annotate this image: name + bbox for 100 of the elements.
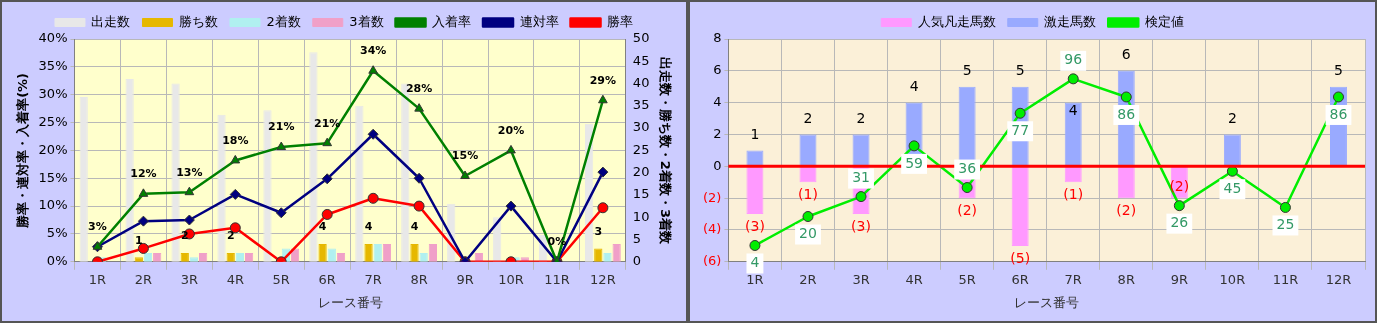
data-label: 6 xyxy=(1121,46,1131,63)
y-tick-label: 2 xyxy=(713,125,722,141)
x-tick-label: 10R xyxy=(498,271,524,287)
data-label: 26 xyxy=(1170,214,1189,231)
x-tick-label: 3R xyxy=(852,271,870,287)
x-tick-label: 5R xyxy=(272,271,290,287)
y-tick-label: 10% xyxy=(38,197,68,213)
x-tick-label: 2R xyxy=(799,271,817,287)
y-tick-label: 8 xyxy=(713,30,722,46)
legend-label: 入着率 xyxy=(432,13,472,29)
data-label: 34% xyxy=(359,44,387,58)
data-label: 3 xyxy=(594,224,603,238)
y2-tick-label: 45 xyxy=(632,52,650,68)
y2-tick-label: 25 xyxy=(632,141,650,157)
legend-label: 人気凡走馬数 xyxy=(917,13,996,29)
x-tick-label: 2R xyxy=(134,271,153,287)
data-label: 86 xyxy=(1329,105,1348,122)
data-label: 28% xyxy=(405,81,433,95)
x-tick-label: 7R xyxy=(364,271,382,287)
x-tick-label: 11R xyxy=(1272,271,1299,287)
y2-tick-label: 35 xyxy=(632,97,650,113)
data-label: 45 xyxy=(1223,179,1242,196)
y-tick-label: 15% xyxy=(38,169,68,185)
y-tick-label: (2) xyxy=(702,189,722,205)
y-axis-title: 勝率・連対率・入着率(%) xyxy=(15,72,31,229)
y-tick-label: 4 xyxy=(713,94,722,110)
y2-tick-label: 5 xyxy=(632,230,642,246)
y2-tick-label: 0 xyxy=(632,253,642,269)
data-label: 96 xyxy=(1064,51,1083,68)
x-tick-label: 1R xyxy=(746,271,764,287)
data-label: 2 xyxy=(856,110,866,127)
data-label: 25 xyxy=(1276,216,1295,233)
x-tick-label: 7R xyxy=(1064,271,1082,287)
data-label: (2) xyxy=(1169,177,1190,194)
legend-label: 検定値 xyxy=(1144,13,1184,29)
data-label: 4 xyxy=(750,254,760,271)
legend-label: 出走数 xyxy=(91,13,131,29)
x-tick-label: 4R xyxy=(905,271,923,287)
data-label: (3) xyxy=(851,217,871,234)
y-tick-label: (4) xyxy=(702,221,722,237)
data-label: (3) xyxy=(745,217,765,234)
y2-tick-label: 50 xyxy=(632,30,650,46)
data-label: 5 xyxy=(1334,62,1343,79)
data-label: 2 xyxy=(803,110,813,127)
x-tick-label: 12R xyxy=(1325,271,1352,287)
data-label: 3% xyxy=(88,220,107,234)
legend-label: 連対率 xyxy=(519,13,559,29)
y2-tick-label: 30 xyxy=(632,119,650,135)
x-tick-label: 4R xyxy=(226,271,244,287)
x-tick-label: 5R xyxy=(958,271,976,287)
x-tick-label: 9R xyxy=(1170,271,1188,287)
y-tick-label: 5% xyxy=(46,225,68,241)
data-label: (1) xyxy=(1063,185,1084,202)
y-tick-label: 6 xyxy=(713,62,722,78)
x-tick-label: 6R xyxy=(1011,271,1029,287)
y2-tick-label: 10 xyxy=(632,208,650,224)
x-tick-label: 11R xyxy=(544,271,570,287)
x-tick-label: 3R xyxy=(180,271,199,287)
data-label: 1 xyxy=(750,126,760,143)
data-label: 21% xyxy=(268,120,295,134)
data-label: 2 xyxy=(1227,110,1237,127)
legend-label: 3着数 xyxy=(349,13,384,29)
y-tick-label: 20% xyxy=(38,141,68,157)
y-tick-label: 30% xyxy=(38,86,68,102)
data-label: 18% xyxy=(222,133,249,147)
x-axis-title: レース番号 xyxy=(317,294,383,310)
y2-axis-title: 出走数・勝ち数・2着数・3着数 xyxy=(657,56,673,245)
data-label: 21% xyxy=(314,116,341,130)
legend-label: 2着数 xyxy=(266,13,301,29)
data-label: 4 xyxy=(909,78,919,95)
legend-label: 勝ち数 xyxy=(178,13,218,29)
data-label: 15% xyxy=(451,149,479,163)
data-label: 4 xyxy=(364,220,373,234)
data-label: 77 xyxy=(1011,121,1030,138)
data-label: 13% xyxy=(176,165,203,179)
data-label: 2 xyxy=(226,229,235,243)
data-label: 20 xyxy=(799,225,817,242)
data-label: 4 xyxy=(1068,102,1078,119)
x-tick-label: 8R xyxy=(1117,271,1135,287)
x-tick-label: 10R xyxy=(1219,271,1246,287)
data-label: (2) xyxy=(1116,201,1137,218)
legend-label: 勝率 xyxy=(607,13,634,29)
y-tick-label: 0 xyxy=(713,157,722,173)
data-label: 1 xyxy=(134,233,143,247)
data-label: 36 xyxy=(958,160,977,177)
data-label: 20% xyxy=(497,123,525,137)
data-label: 4 xyxy=(410,220,419,234)
data-label: 12% xyxy=(130,167,157,181)
data-label: 86 xyxy=(1117,105,1136,122)
data-label: 59 xyxy=(905,154,923,171)
x-tick-label: 8R xyxy=(410,271,428,287)
x-tick-label: 6R xyxy=(318,271,336,287)
x-tick-label: 9R xyxy=(456,271,474,287)
data-label: (2) xyxy=(957,201,978,218)
y-tick-label: 0% xyxy=(46,253,68,269)
y-tick-label: (6) xyxy=(702,253,722,269)
x-tick-label: 1R xyxy=(88,271,107,287)
y-tick-label: 40% xyxy=(38,30,68,46)
y2-tick-label: 40 xyxy=(632,74,650,90)
y2-tick-label: 20 xyxy=(632,164,650,180)
